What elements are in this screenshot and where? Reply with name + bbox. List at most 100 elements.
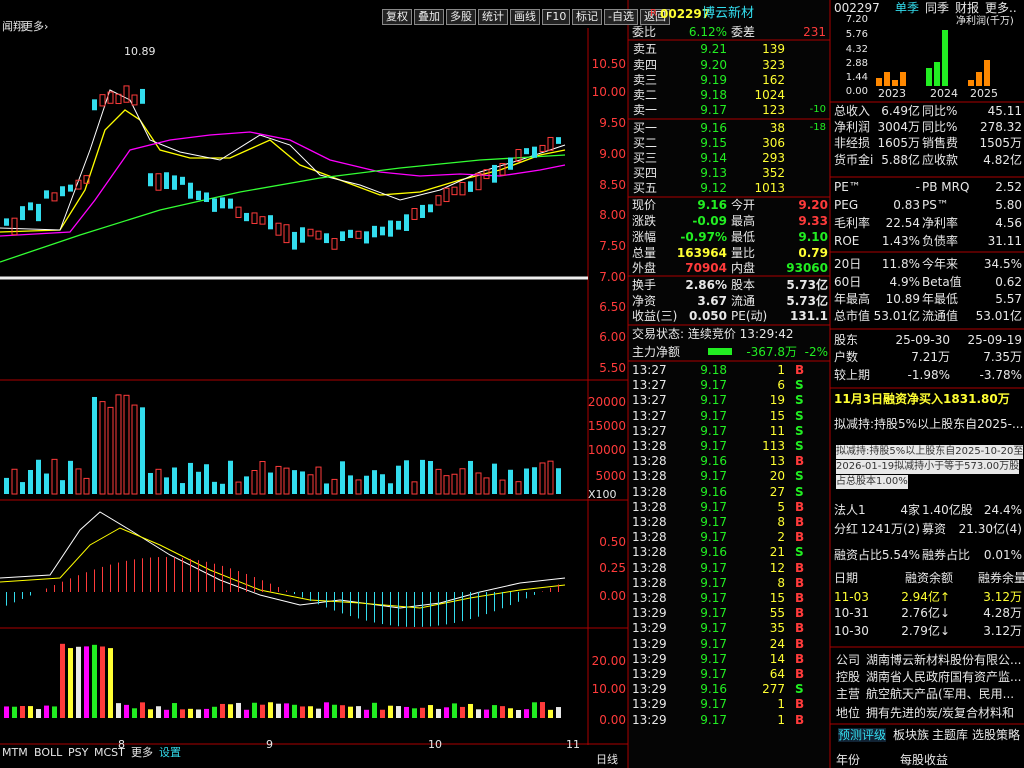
decor-bar xyxy=(235,206,242,218)
decor-bar xyxy=(182,557,183,592)
indicator-tab[interactable]: BOLL xyxy=(34,746,63,759)
notice[interactable]: 拟减持:持股5%以上股东自2025-... xyxy=(834,417,1024,431)
label: -1.98% xyxy=(907,368,950,382)
label: 控股 xyxy=(836,670,861,684)
label: 11-03 xyxy=(834,590,869,604)
decor-bar xyxy=(196,190,201,201)
decor-bar xyxy=(150,557,151,592)
macd-tick: 0.00 xyxy=(599,589,626,603)
decor-bar xyxy=(524,709,529,718)
quote-bg xyxy=(628,0,830,768)
label: 募资 xyxy=(922,522,947,536)
decor-bar xyxy=(534,592,535,595)
decor-bar xyxy=(411,481,418,495)
label: 0.00 xyxy=(845,86,868,97)
indicator-tab[interactable]: MTM xyxy=(2,746,28,759)
trade-side: B xyxy=(795,636,805,651)
toolbar-button[interactable]: 统计 xyxy=(478,9,508,25)
toolbar-button[interactable]: 多股 xyxy=(446,9,476,25)
decor-bar xyxy=(46,588,47,592)
info-bottom-tab[interactable]: 主题库 xyxy=(932,728,969,742)
book-volume: 1024 xyxy=(754,88,785,102)
decor-bar xyxy=(502,592,503,609)
book-price: 9.13 xyxy=(700,166,727,180)
decor-bar xyxy=(36,709,41,718)
trade-side: S xyxy=(795,423,804,438)
decor-bar xyxy=(542,591,543,592)
decor-bar xyxy=(164,477,169,494)
date-label: 8 xyxy=(118,738,125,751)
trade-volume: 277 xyxy=(762,682,785,697)
info-bottom-tab[interactable]: 选股策略 xyxy=(972,728,1021,742)
decor-bar xyxy=(428,204,433,213)
toolbar-button[interactable]: 叠加 xyxy=(414,9,444,25)
trade-volume: 6 xyxy=(777,378,785,393)
label: 11.8% xyxy=(881,257,920,271)
decor-bar xyxy=(430,592,431,627)
trade-time: 13:28 xyxy=(632,530,667,545)
label: 31.11 xyxy=(987,234,1022,248)
decor-bar xyxy=(156,706,161,718)
trade-time: 13:28 xyxy=(632,515,667,529)
toolbar-button[interactable]: 复权 xyxy=(382,9,412,25)
decor-bar xyxy=(388,483,393,494)
decor-bar xyxy=(276,703,281,718)
decor-bar xyxy=(92,644,97,718)
info-tab[interactable]: 更多.. xyxy=(985,1,1017,15)
decor-bar xyxy=(515,149,522,162)
indicator-tab[interactable]: 设置 xyxy=(159,746,181,759)
decor-bar xyxy=(230,568,231,592)
decorative-bars xyxy=(4,30,990,718)
info-bottom-tab[interactable]: 预测评级 xyxy=(838,728,887,742)
decor-bar xyxy=(350,592,351,617)
decor-bar xyxy=(492,463,497,494)
book-price: 9.18 xyxy=(700,88,727,102)
info-bottom-tab[interactable]: 板块族 xyxy=(893,728,930,742)
toolbar-button[interactable]: 画线 xyxy=(510,9,540,25)
trade-time: 13:27 xyxy=(632,363,667,377)
decor-bar xyxy=(259,461,266,495)
decor-bar xyxy=(468,703,473,718)
label: 5.80 xyxy=(995,198,1022,212)
decor-bar xyxy=(446,592,447,625)
label: 日期 xyxy=(834,571,859,585)
label: 委差 xyxy=(731,25,756,39)
label: ROE xyxy=(834,234,860,248)
indicator-tab[interactable]: PSY xyxy=(68,746,89,759)
label: 融资余额 xyxy=(905,571,954,585)
decor-bar xyxy=(307,474,314,495)
label: 278.32 xyxy=(980,120,1022,134)
trade-time: 13:28 xyxy=(632,469,667,484)
book-price: 9.16 xyxy=(700,121,727,135)
toolbar-button[interactable]: F10 xyxy=(542,9,571,25)
decor-bar xyxy=(99,94,106,107)
toolbar-button[interactable]: -自选 xyxy=(604,9,638,25)
info-tab[interactable]: 单季 xyxy=(895,1,920,15)
decor-bar xyxy=(364,709,369,718)
decor-bar xyxy=(984,60,990,86)
decor-bar xyxy=(547,136,554,151)
toolbar-button[interactable]: 标记 xyxy=(572,9,602,25)
decor-bar xyxy=(292,231,297,250)
trade-time: 13:29 xyxy=(632,651,667,666)
decor-bar xyxy=(268,215,273,230)
trade-volume: 113 xyxy=(762,439,785,453)
label: 3.12万 xyxy=(983,624,1022,638)
info-tab[interactable]: 同季 xyxy=(925,1,950,15)
decor-bar xyxy=(148,709,153,718)
indicator-tab[interactable]: MCST xyxy=(94,746,125,759)
label: 货币金i xyxy=(834,153,874,167)
indicator-tab[interactable]: 更多 xyxy=(131,746,153,759)
decor-bar xyxy=(436,708,441,718)
decor-bar xyxy=(220,703,225,718)
more-link[interactable]: 更多› xyxy=(22,20,49,33)
trade-price: 9.16 xyxy=(700,682,727,697)
decor-bar xyxy=(492,705,497,718)
decor-bar xyxy=(51,192,58,202)
decor-bar xyxy=(892,80,898,86)
info-tab[interactable]: 财报 xyxy=(955,1,980,15)
price-tick: 6.50 xyxy=(599,300,626,314)
toolbar-button[interactable]: 返回 xyxy=(640,9,670,25)
trade-time: 13:27 xyxy=(632,378,667,393)
